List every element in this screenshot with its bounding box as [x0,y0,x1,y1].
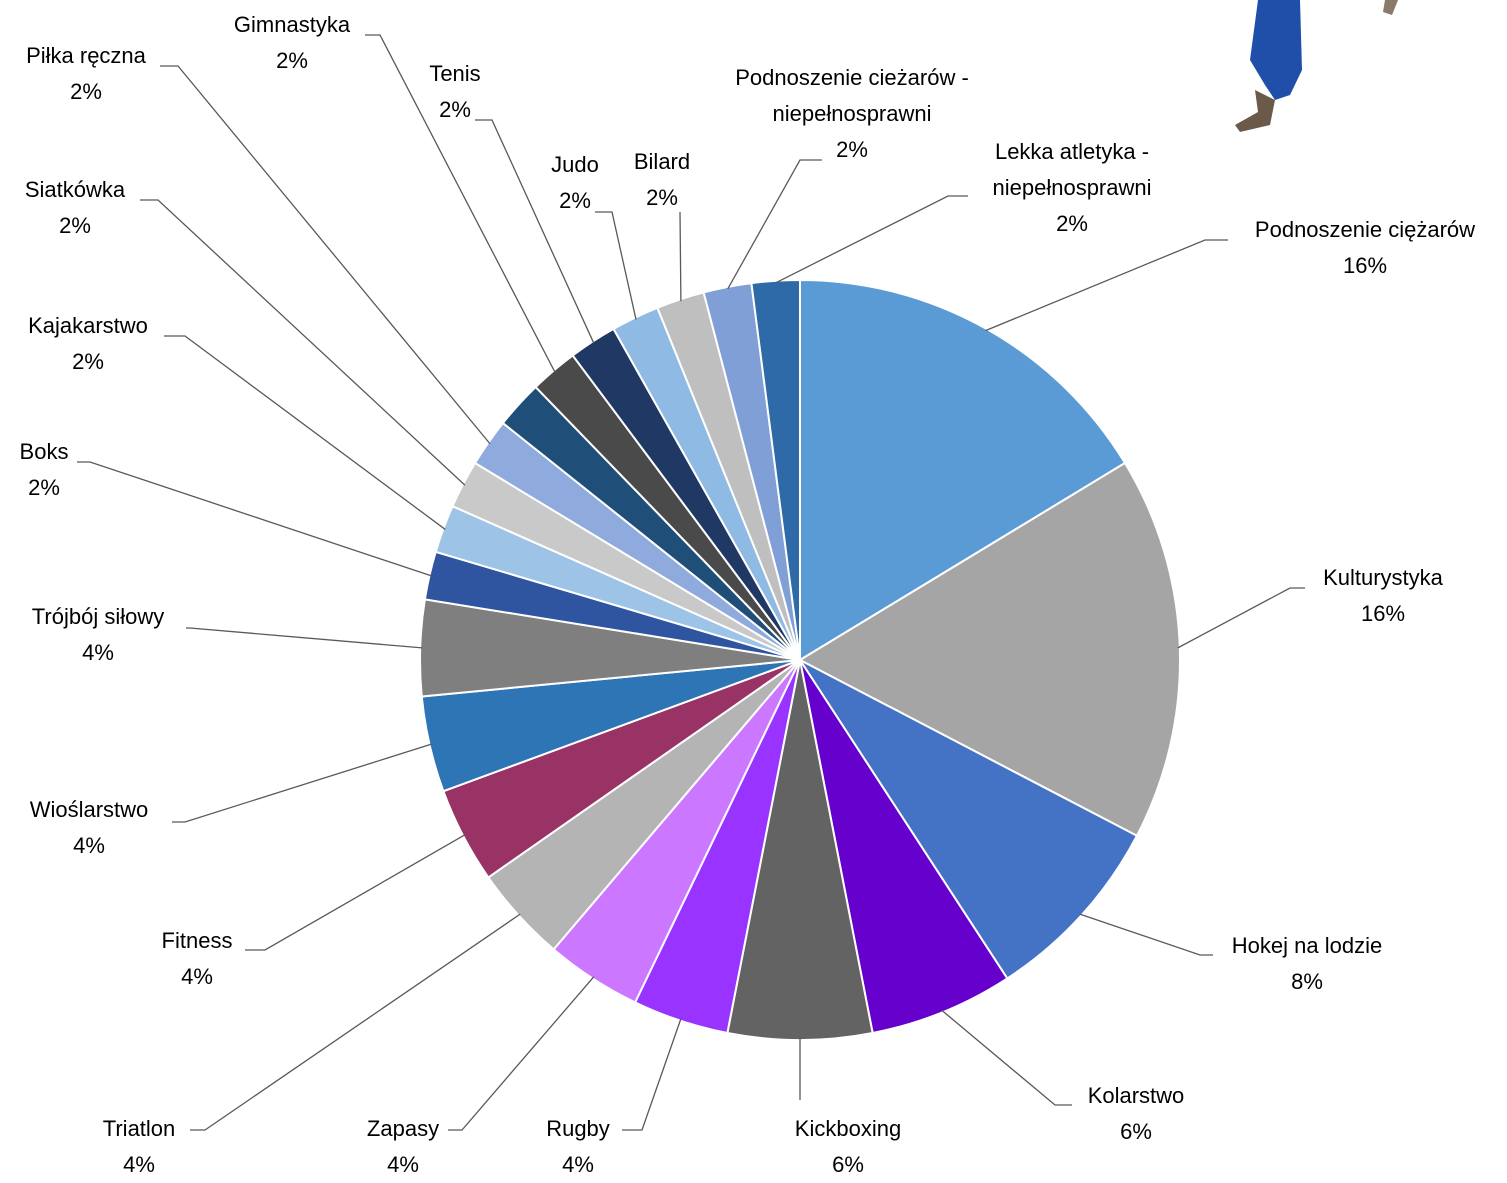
leader-line [727,159,822,290]
leader-line [985,239,1228,332]
value-label: 4% [82,640,114,665]
data-label: Hokej na lodzie 8% [1232,928,1382,1000]
pie-slice [799,278,1127,662]
data-label: Wioślarstwo 4% [30,792,149,864]
value-label: 8% [1291,969,1323,994]
category-label: Podnoszenie cieżarów - niepełnosprawni [735,65,969,126]
value-label: 2% [836,137,868,162]
value-label: 2% [646,185,678,210]
category-label: Kickboxing [794,1116,902,1141]
category-label: Fitness [161,928,233,953]
value-label: 4% [181,964,213,989]
leader-line [365,34,556,373]
data-label: Judo 2% [551,147,599,219]
category-label: Siatkówka [24,177,126,202]
category-label: Trójbój siłowy [31,604,165,629]
value-label: 16% [1342,253,1388,278]
category-label: Piłka ręczna [26,43,146,68]
data-label: Fitness 4% [162,923,233,995]
data-label: Kickboxing 6% [795,1111,901,1183]
value-label: 2% [70,79,102,104]
data-label: Kulturystyka 16% [1323,560,1443,632]
value-label: 6% [832,1152,864,1177]
leader-line [172,743,432,823]
pie-slice [799,659,1009,1035]
data-label: Bilard 2% [634,144,690,216]
leader-line [164,335,446,530]
value-label: 4% [387,1152,419,1177]
leader-line [775,195,968,284]
pie-slice [797,461,1181,838]
data-label: Siatkówka 2% [25,172,125,244]
data-label: Piłka ręczna 2% [26,38,146,110]
category-label: Bilard [633,149,691,174]
leader-line [941,1009,1072,1106]
category-label: Tenis [429,61,481,86]
pie-slice [750,278,801,661]
value-label: 4% [123,1152,155,1177]
category-label: Wioślarstwo [29,797,149,822]
category-label: Triatlon [102,1116,176,1141]
data-label: Boks 2% [20,434,69,506]
category-label: Zapasy [366,1116,440,1141]
data-label: Kolarstwo 6% [1088,1078,1185,1150]
data-label: Kajakarstwo 2% [28,308,148,380]
category-label: Lekka atletyka - niepełnosprawni [992,139,1152,200]
data-label: Trójbój siłowy 4% [32,599,164,671]
data-label: Podnoszenie cieżarów - niepełnosprawni 2% [717,60,987,168]
value-label: 2% [439,97,471,122]
leader-line [77,461,432,577]
data-label: Podnoszenie ciężarów 16% [1255,212,1475,284]
leader-line [679,211,682,302]
leader-line [1177,587,1305,649]
leader-line [1079,913,1213,956]
value-label: 16% [1360,601,1406,626]
data-label: Gimnastyka 2% [234,7,350,79]
category-label: Boks [19,439,69,464]
category-label: Hokej na lodzie [1231,933,1383,958]
data-label: Triatlon 4% [103,1111,176,1183]
data-label: Zapasy 4% [367,1111,439,1183]
data-label: Rugby 4% [546,1111,610,1183]
value-label: 2% [1056,211,1088,236]
leader-line [245,834,466,951]
pie-slice [797,657,1139,980]
data-label: Lekka atletyka - niepełnosprawni 2% [967,134,1177,242]
leader-line [190,913,521,1131]
category-label: Gimnastyka [233,12,351,37]
value-label: 2% [59,213,91,238]
category-label: Kajakarstwo [28,313,148,338]
value-label: 6% [1120,1119,1152,1144]
leader-line [622,1018,682,1131]
category-label: Judo [551,152,599,177]
category-label: Kolarstwo [1087,1083,1185,1108]
data-label: Tenis 2% [429,56,480,128]
photo [1235,0,1398,132]
value-label: 4% [562,1152,594,1177]
leader-line [160,65,491,445]
leader-line [140,199,466,486]
value-label: 2% [28,475,60,500]
category-label: Kulturystyka [1323,565,1443,590]
value-label: 2% [276,48,308,73]
leader-line [448,976,595,1131]
category-label: Podnoszenie ciężarów [1254,217,1476,242]
value-label: 2% [72,349,104,374]
leader-line [475,119,595,344]
value-label: 4% [73,833,105,858]
category-label: Rugby [546,1116,610,1141]
leader-line [186,627,423,649]
leader-line [595,211,637,320]
value-label: 2% [559,188,591,213]
